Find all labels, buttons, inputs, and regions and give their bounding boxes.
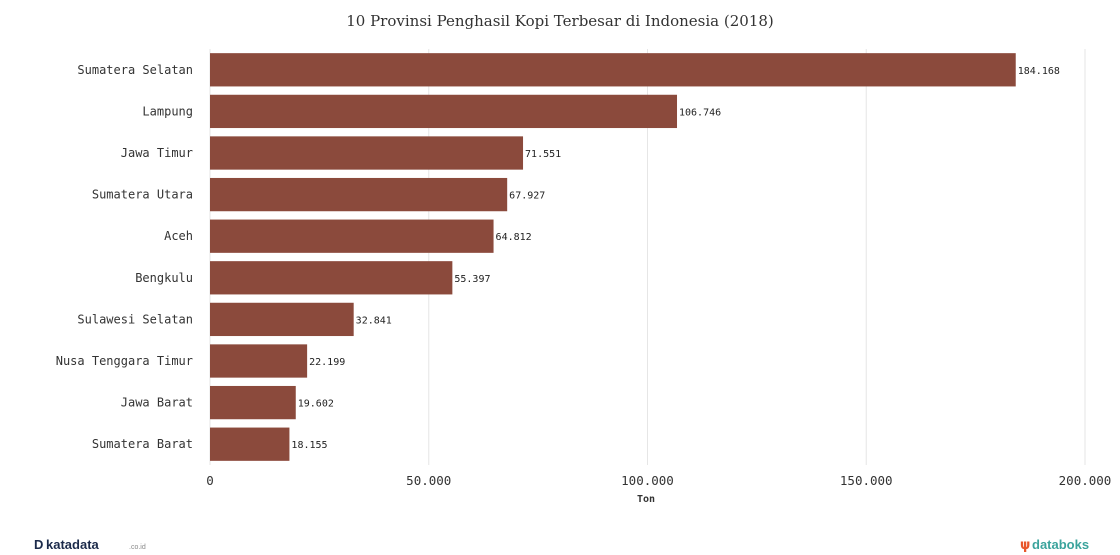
category-label: Sumatera Utara bbox=[92, 188, 193, 202]
value-label: 22.199 bbox=[309, 357, 345, 368]
brand-left-text: katadata bbox=[46, 537, 100, 552]
brand-left-suffix: .co.id bbox=[129, 544, 146, 551]
bar bbox=[210, 427, 290, 461]
category-labels: Sumatera Selatan Lampung Jawa Timur Sumater… bbox=[56, 63, 193, 451]
x-tick-label: 100.000 bbox=[621, 473, 674, 488]
x-tick-label: 50.000 bbox=[406, 473, 451, 488]
katadata-logo: D katadata .co.id bbox=[34, 537, 146, 552]
value-label: 19.602 bbox=[298, 399, 334, 410]
value-label: 184.168 bbox=[1018, 66, 1060, 77]
category-label: Nusa Tenggara Timur bbox=[56, 354, 193, 368]
bar bbox=[210, 302, 354, 337]
x-tick-label: 150.000 bbox=[840, 473, 893, 488]
bar bbox=[210, 385, 296, 420]
bar bbox=[210, 136, 524, 170]
bar bbox=[210, 344, 308, 378]
value-label: 106.746 bbox=[679, 107, 721, 118]
x-tick-label: 0 bbox=[206, 473, 214, 488]
category-label: Aceh bbox=[164, 229, 193, 243]
category-label: Sulawesi Selatan bbox=[77, 312, 193, 326]
bar bbox=[210, 219, 494, 253]
category-label: Lampung bbox=[142, 104, 193, 118]
x-tick-label: 200.000 bbox=[1059, 473, 1112, 488]
bar bbox=[210, 261, 453, 295]
value-label: 67.927 bbox=[509, 191, 545, 202]
x-axis-ticks: 0 50.000 100.000 150.000 200.000 bbox=[206, 473, 1111, 488]
bar bbox=[210, 94, 678, 129]
chart-title: 10 Provinsi Penghasil Kopi Terbesar di I… bbox=[346, 12, 774, 30]
databoks-logo-icon: ψ bbox=[1020, 538, 1030, 553]
value-label: 32.841 bbox=[356, 315, 392, 326]
value-label: 64.812 bbox=[496, 232, 532, 243]
value-label: 18.155 bbox=[291, 440, 327, 451]
value-label: 71.551 bbox=[525, 149, 561, 160]
category-label: Sumatera Selatan bbox=[77, 63, 193, 77]
databoks-logo: ψ databoks bbox=[1020, 537, 1089, 553]
bar bbox=[210, 177, 508, 212]
value-labels: 184.168 106.746 71.551 67.927 64.812 55.397 32… bbox=[291, 66, 1059, 451]
katadata-logo-icon: D bbox=[34, 537, 43, 552]
x-axis-title: Ton bbox=[637, 494, 655, 505]
category-label: Bengkulu bbox=[135, 271, 193, 285]
value-label: 55.397 bbox=[454, 274, 490, 285]
category-label: Jawa Barat bbox=[121, 396, 193, 410]
category-label: Jawa Timur bbox=[121, 146, 193, 160]
brand-right-text: databoks bbox=[1032, 537, 1089, 552]
bars bbox=[210, 53, 1016, 461]
bar bbox=[210, 53, 1016, 87]
category-label: Sumatera Barat bbox=[92, 437, 193, 451]
